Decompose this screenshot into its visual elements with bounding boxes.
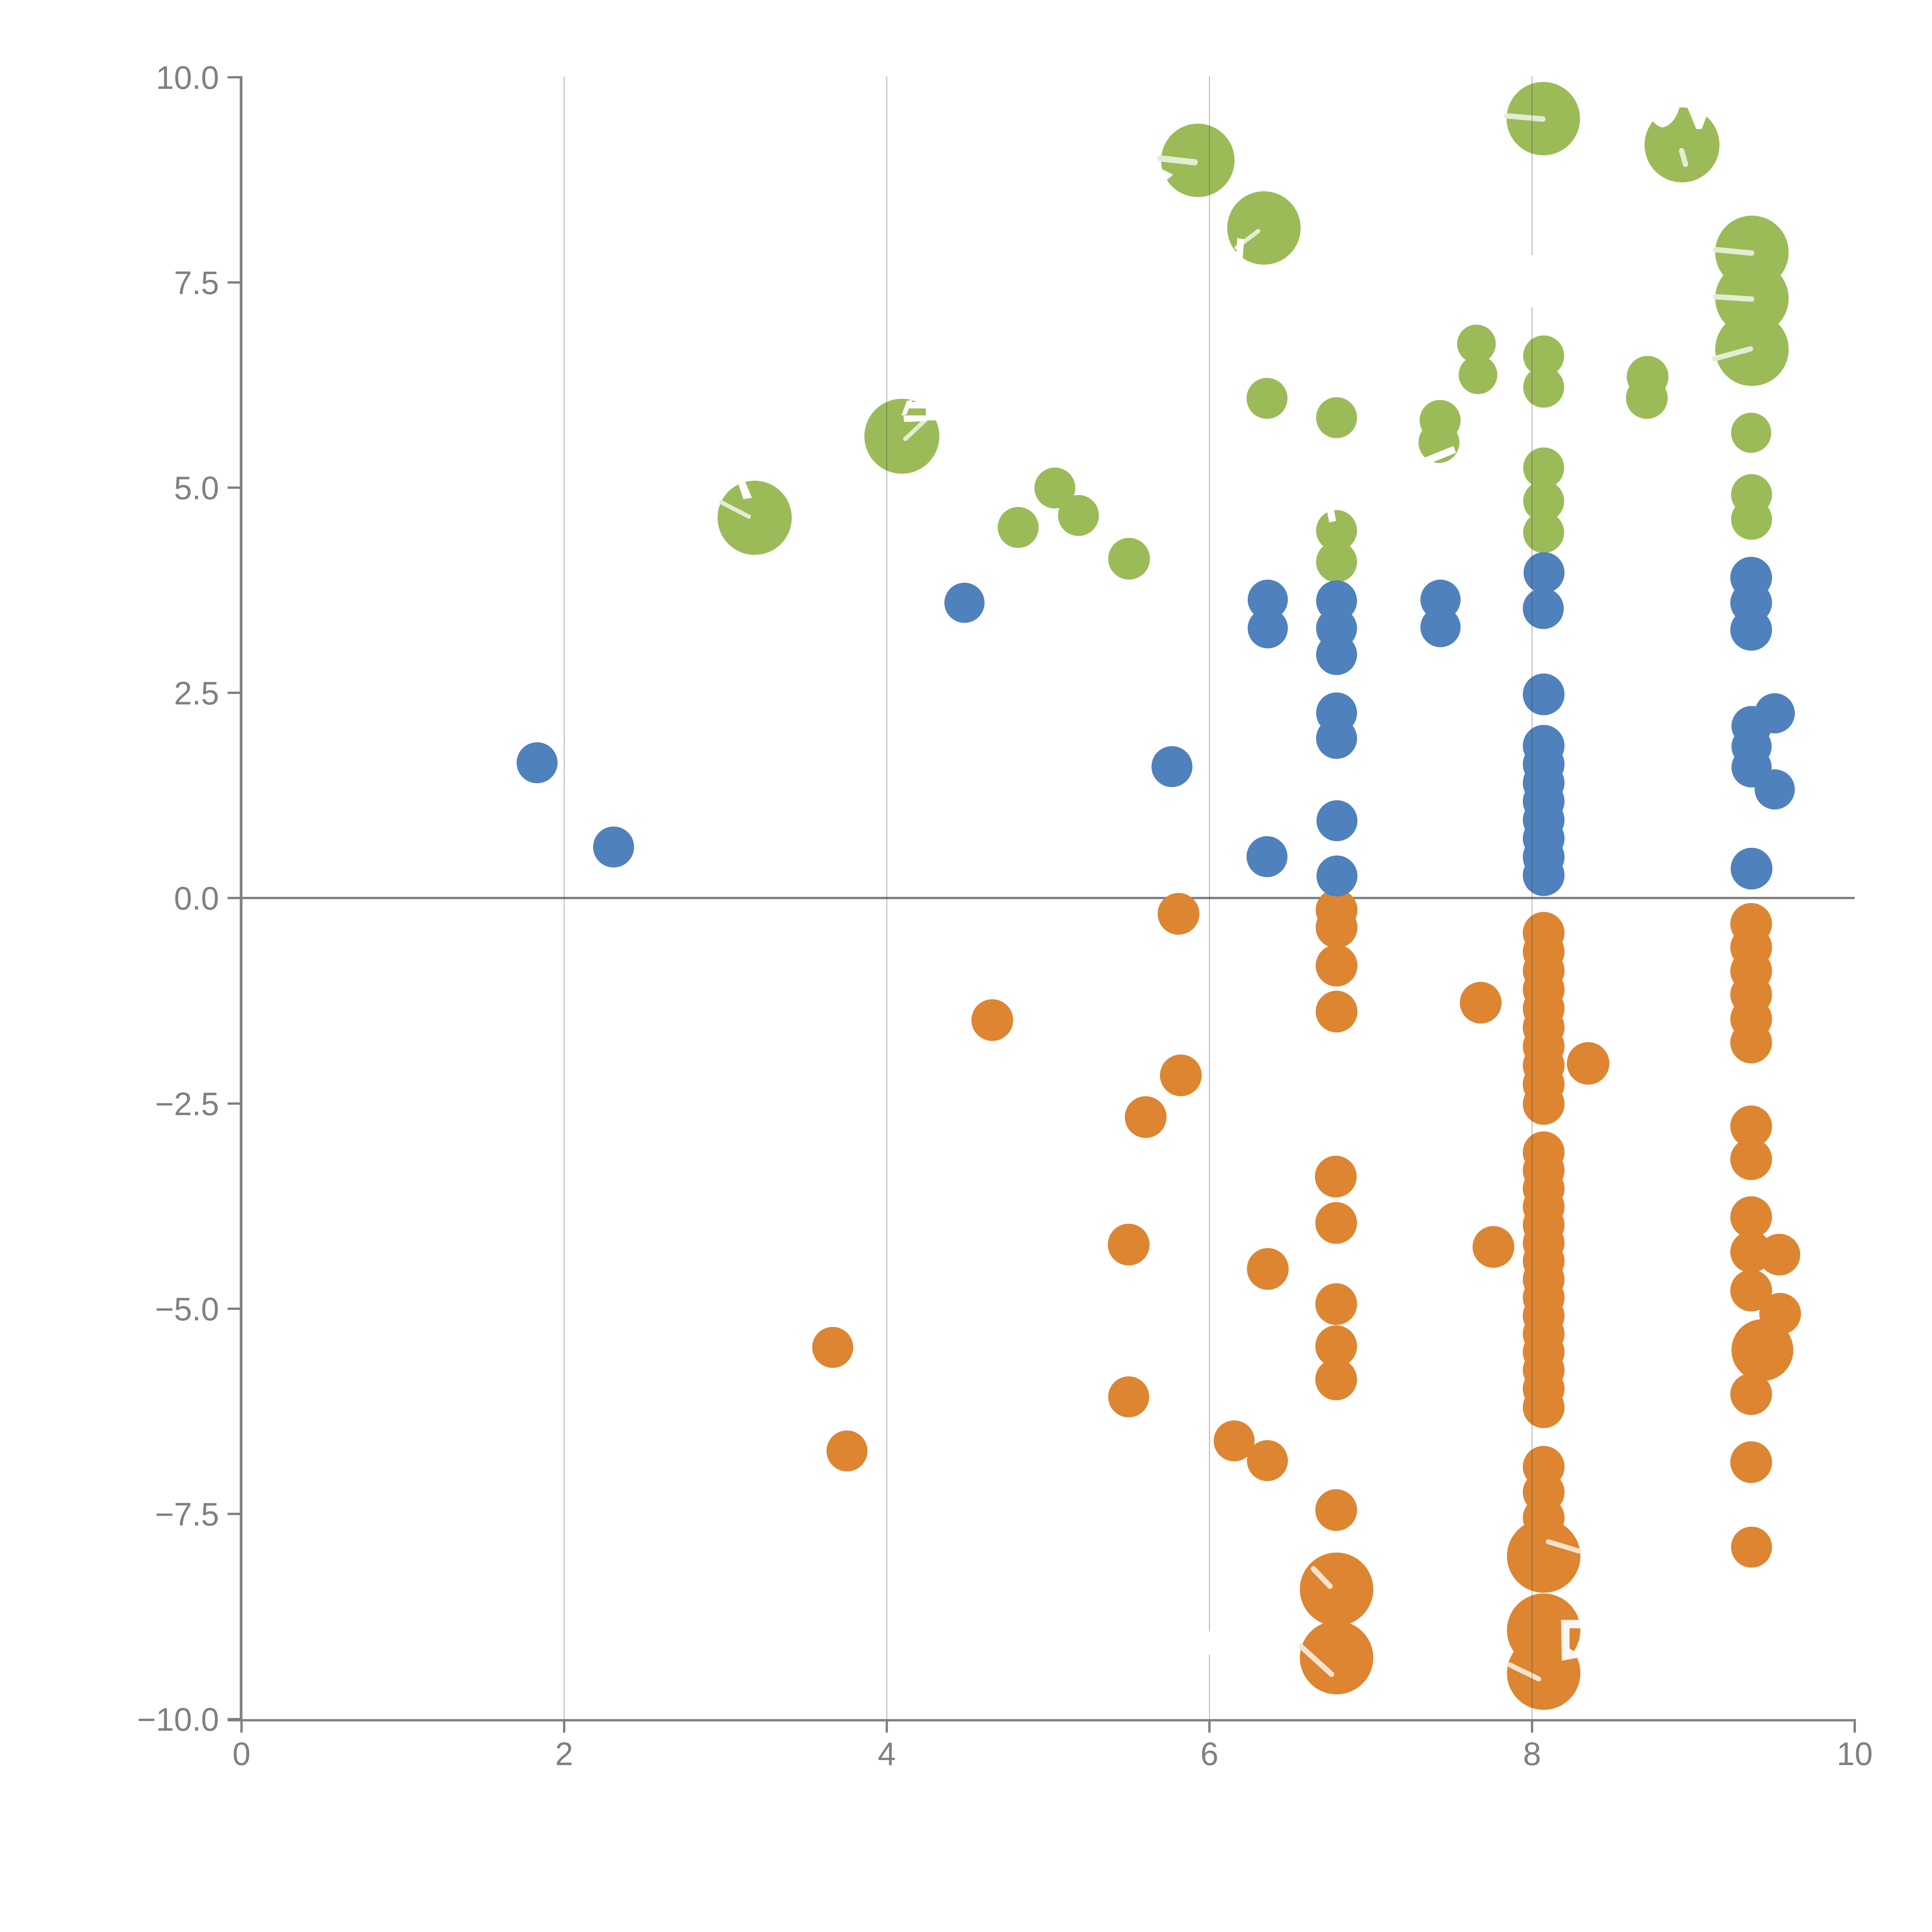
svg-text:10: 10: [1837, 1736, 1872, 1772]
svg-text:7.5: 7.5: [174, 265, 219, 301]
svg-text:2.5: 2.5: [174, 675, 219, 711]
svg-text:5.0: 5.0: [174, 470, 219, 506]
svg-text:10.0: 10.0: [156, 60, 219, 96]
svg-text:0.0: 0.0: [174, 880, 219, 917]
svg-text:−7.5: −7.5: [155, 1496, 219, 1532]
svg-text:−10.0: −10.0: [137, 1701, 219, 1738]
svg-text:4: 4: [878, 1736, 896, 1772]
svg-text:−2.5: −2.5: [155, 1086, 219, 1122]
svg-text:−5.0: −5.0: [155, 1291, 219, 1327]
svg-text:2: 2: [555, 1736, 573, 1772]
svg-text:6: 6: [1201, 1736, 1219, 1772]
svg-text:0: 0: [233, 1736, 251, 1772]
svg-text:8: 8: [1523, 1736, 1541, 1772]
